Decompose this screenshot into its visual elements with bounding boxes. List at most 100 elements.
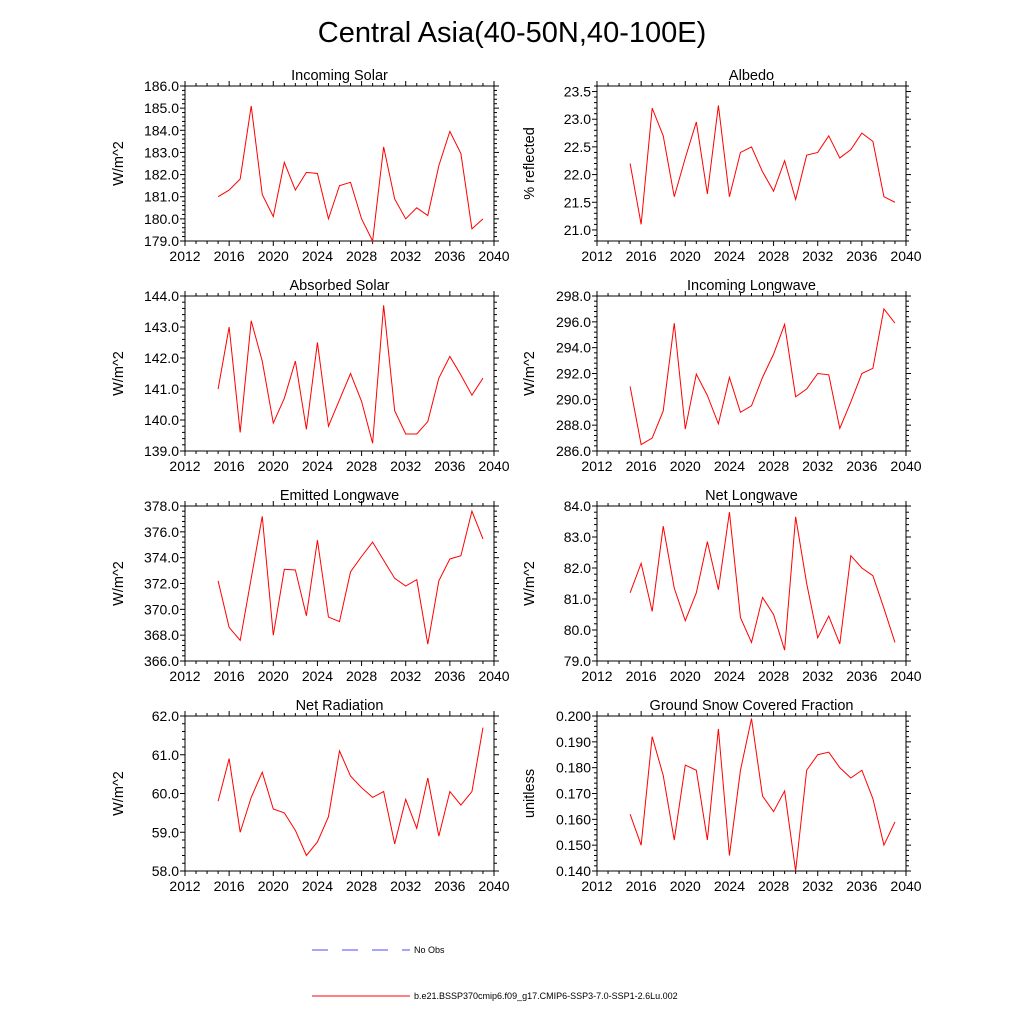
- series-line-emitted-longwave: [217, 509, 484, 645]
- x-tick-label: 2020: [670, 878, 701, 894]
- y-tick-label: 366.0: [144, 653, 179, 669]
- x-tick-label: 2028: [346, 668, 377, 684]
- x-tick-label: 2012: [169, 668, 200, 684]
- y-tick-label: 23.0: [564, 111, 591, 127]
- y-tick-label: 142.0: [144, 350, 179, 366]
- y-tick-label: 372.0: [144, 576, 179, 592]
- panel-title-net-radiation: Net Radiation: [296, 698, 384, 714]
- series-line-absorbed-solar: [217, 305, 484, 444]
- x-tick-label: 2036: [434, 458, 465, 474]
- panel-emitted-longwave: Emitted Longwave 2012 2016 2020 2024 2028 2032…: [111, 488, 510, 684]
- series-line-net-radiation: [217, 727, 484, 857]
- y-tick-label: 22.0: [564, 167, 591, 183]
- panel-title-albedo: Albedo: [729, 68, 774, 84]
- x-tick-label: 2016: [214, 248, 245, 264]
- x-tick-label: 2036: [434, 248, 465, 264]
- x-tick-label: 2040: [890, 878, 921, 894]
- panel-absorbed-solar: Absorbed Solar 2012 2016 2020 2024 2028 2032 20…: [111, 278, 510, 474]
- x-tick-label: 2040: [890, 668, 921, 684]
- x-tick-label: 2012: [169, 878, 200, 894]
- x-tick-label: 2012: [581, 248, 612, 264]
- x-tick-label: 2024: [714, 878, 745, 894]
- series-line-ground-snow-covered-fraction: [629, 718, 896, 872]
- x-tick-label: 2012: [581, 668, 612, 684]
- y-tick-label: 84.0: [564, 498, 591, 514]
- panel-albedo: Albedo 2012 2016 2020 2024 2028 2032 2036 2040 21…: [522, 68, 922, 264]
- x-tick-label: 2024: [302, 248, 333, 264]
- x-tick-label: 2040: [478, 458, 509, 474]
- y-axis-label-emitted-longwave: W/m^2: [111, 561, 127, 606]
- y-tick-label: 0.200: [556, 708, 591, 724]
- y-tick-label: 298.0: [556, 288, 591, 304]
- x-tick-label: 2032: [802, 458, 833, 474]
- x-tick-label: 2036: [846, 878, 877, 894]
- y-tick-label: 0.180: [556, 760, 591, 776]
- y-tick-label: 144.0: [144, 288, 179, 304]
- y-tick-label: 292.0: [556, 366, 591, 382]
- panel-title-incoming-solar: Incoming Solar: [291, 68, 388, 84]
- x-tick-label: 2016: [626, 248, 657, 264]
- y-tick-label: 378.0: [144, 498, 179, 514]
- panel-title-emitted-longwave: Emitted Longwave: [280, 488, 399, 504]
- y-tick-label: 83.0: [564, 529, 591, 545]
- x-tick-label: 2024: [714, 668, 745, 684]
- y-tick-label: 370.0: [144, 601, 179, 617]
- x-tick-label: 2036: [846, 668, 877, 684]
- x-tick-label: 2024: [302, 878, 333, 894]
- y-tick-label: 183.0: [144, 144, 179, 160]
- x-tick-label: 2024: [714, 458, 745, 474]
- x-tick-label: 2024: [302, 668, 333, 684]
- x-tick-label: 2036: [846, 248, 877, 264]
- x-tick-label: 2012: [169, 248, 200, 264]
- panel-title-ground-snow-covered-fraction: Ground Snow Covered Fraction: [650, 698, 854, 714]
- x-tick-label: 2028: [758, 668, 789, 684]
- y-tick-label: 60.0: [152, 786, 179, 802]
- y-tick-label: 0.140: [556, 863, 591, 879]
- y-axis-label-ground-snow-covered-fraction: unitless: [522, 769, 538, 818]
- y-tick-label: 288.0: [556, 417, 591, 433]
- x-tick-label: 2040: [478, 248, 509, 264]
- series-line-incoming-solar: [217, 105, 484, 243]
- x-tick-label: 2036: [846, 458, 877, 474]
- panel-ground-snow-covered-fraction: Ground Snow Covered Fraction 2012 2016 2020…: [522, 698, 922, 894]
- x-tick-label: 2028: [758, 458, 789, 474]
- x-tick-label: 2012: [581, 878, 612, 894]
- y-tick-label: 184.0: [144, 122, 179, 138]
- y-tick-label: 286.0: [556, 443, 591, 459]
- y-tick-label: 141.0: [144, 381, 179, 397]
- x-tick-label: 2020: [258, 248, 289, 264]
- y-tick-label: 59.0: [152, 824, 179, 840]
- x-tick-label: 2040: [890, 458, 921, 474]
- y-tick-label: 290.0: [556, 391, 591, 407]
- x-tick-label: 2028: [758, 878, 789, 894]
- y-tick-label: 181.0: [144, 189, 179, 205]
- y-tick-label: 296.0: [556, 314, 591, 330]
- y-tick-label: 61.0: [152, 747, 179, 763]
- x-tick-label: 2032: [802, 878, 833, 894]
- y-tick-label: 368.0: [144, 627, 179, 643]
- y-axis-label-incoming-longwave: W/m^2: [522, 351, 538, 396]
- legend-model-label: b.e21.BSSP370cmip6.f09_g17.CMIP6-SSP3-7.…: [414, 991, 678, 1001]
- x-tick-label: 2028: [346, 878, 377, 894]
- y-axis-label-absorbed-solar: W/m^2: [111, 351, 127, 396]
- y-tick-label: 62.0: [152, 708, 179, 724]
- series-line-albedo: [629, 105, 896, 225]
- panel-incoming-solar: Incoming Solar 2012 2016 2020 2024 2028 2032 20…: [111, 68, 510, 264]
- x-tick-label: 2040: [478, 668, 509, 684]
- x-tick-label: 2016: [626, 668, 657, 684]
- panel-title-incoming-longwave: Incoming Longwave: [687, 278, 816, 294]
- y-tick-label: 82.0: [564, 560, 591, 576]
- y-axis-label-albedo: % reflected: [522, 127, 538, 200]
- legend-obs-label: No Obs: [414, 945, 445, 955]
- y-tick-label: 140.0: [144, 412, 179, 428]
- y-tick-label: 376.0: [144, 524, 179, 540]
- series-line-incoming-longwave: [629, 307, 896, 446]
- x-tick-label: 2040: [478, 878, 509, 894]
- x-tick-label: 2040: [890, 248, 921, 264]
- x-tick-label: 2032: [390, 878, 421, 894]
- x-tick-label: 2036: [434, 878, 465, 894]
- y-axis-label-incoming-solar: W/m^2: [111, 141, 127, 186]
- y-tick-label: 186.0: [144, 78, 179, 94]
- x-tick-label: 2012: [169, 458, 200, 474]
